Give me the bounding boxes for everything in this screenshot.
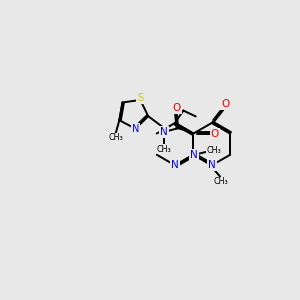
Text: CH₃: CH₃ (207, 146, 221, 155)
Text: N: N (160, 127, 168, 137)
Text: CH₃: CH₃ (214, 177, 229, 186)
Text: O: O (221, 99, 230, 109)
Text: N: N (132, 124, 139, 134)
Text: CH₃: CH₃ (108, 134, 123, 142)
Text: N: N (190, 150, 198, 160)
Text: O: O (211, 128, 219, 139)
Text: CH₃: CH₃ (157, 145, 171, 154)
Text: N: N (208, 160, 216, 170)
Text: N: N (171, 160, 179, 170)
Text: S: S (137, 94, 143, 103)
Text: O: O (172, 103, 181, 113)
